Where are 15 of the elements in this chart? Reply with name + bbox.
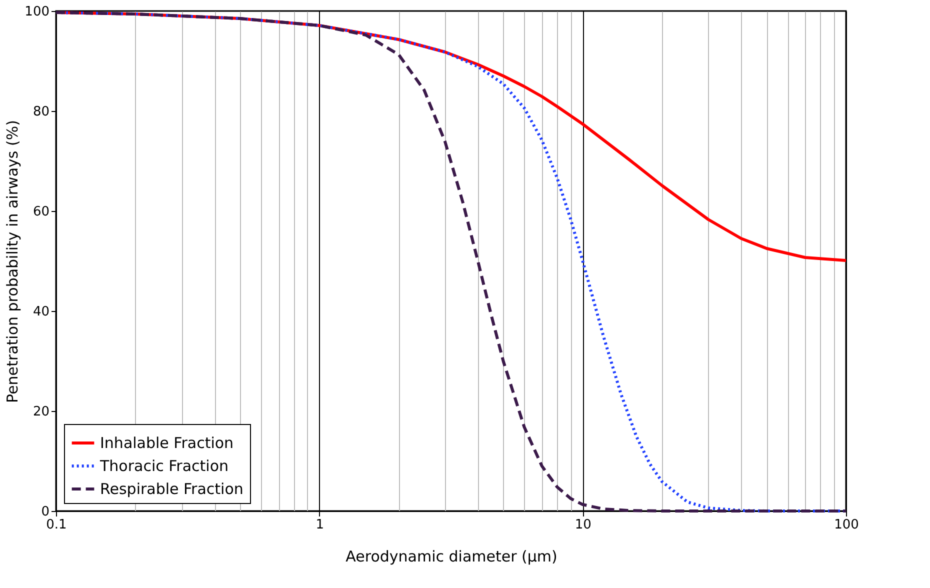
x-tick-label: 100	[834, 518, 859, 532]
x-tick-label: 1	[316, 518, 324, 532]
y-tick-label: 100	[24, 4, 50, 20]
y-tick-label: 0	[41, 504, 50, 520]
y-tick-label: 40	[32, 304, 50, 320]
y-tick-label: 60	[32, 204, 50, 220]
x-tick-label: 0.1	[46, 518, 67, 532]
y-tick-label: 20	[32, 404, 50, 420]
legend-label: Respirable Fraction	[100, 480, 244, 498]
legend-label: Inhalable Fraction	[100, 434, 234, 452]
y-axis-title: Penetration probability in airways (%)	[4, 120, 22, 403]
legend-label: Thoracic Fraction	[99, 457, 229, 475]
x-axis-title: Aerodynamic diameter (μm)	[346, 548, 558, 566]
y-tick-label: 80	[32, 104, 50, 120]
x-tick-label: 10	[574, 518, 592, 532]
